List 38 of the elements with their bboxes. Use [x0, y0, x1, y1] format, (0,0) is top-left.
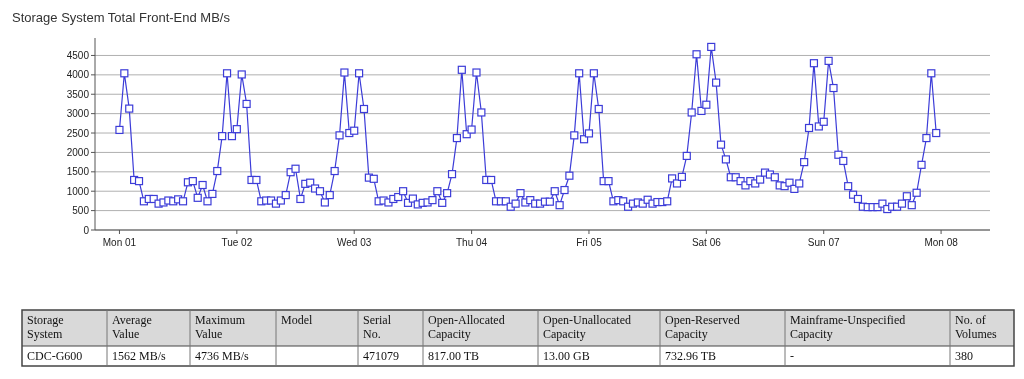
text: CDC-G600	[27, 349, 83, 363]
chart-title: Storage System Total Front-End MB/s	[12, 10, 231, 25]
y-tick-label: 4000	[66, 69, 90, 81]
x-tick-label: Sun 07	[807, 237, 840, 248]
category-label: Open-Allocated Capacity	[428, 313, 505, 341]
text: 13.00 GB	[543, 349, 590, 363]
x-tick-label: Thu 04	[456, 237, 488, 248]
y-tick-label: 3000	[66, 108, 90, 120]
text: -	[790, 349, 794, 363]
category-label: Mainframe-Unspecified Capacity	[790, 313, 906, 341]
text: 1562 MB/s	[112, 349, 167, 363]
y-tick-label: 1500	[66, 166, 90, 178]
x-tick-label: Sat 06	[691, 237, 722, 248]
category-label: Serial No.	[363, 313, 392, 341]
y-tick-label: 3500	[66, 88, 90, 100]
text: 471079	[363, 349, 399, 363]
category-label: Model	[281, 313, 313, 327]
category-label: Open-Unallocated Capacity	[543, 313, 631, 341]
text: 4736 MB/s	[195, 349, 250, 363]
x-tick-label: Mon 01	[102, 237, 137, 248]
text: 817.00 TB	[428, 349, 480, 363]
x-tick-label: Tue 02	[221, 237, 253, 248]
text: 732.96 TB	[665, 349, 717, 363]
text: 380	[955, 349, 973, 363]
category-label: Maximum Value	[195, 313, 246, 341]
x-tick-label: Wed 03	[337, 237, 372, 248]
y-tick-label: 0	[83, 224, 90, 236]
category-label: No. of Volumes	[955, 313, 998, 341]
y-tick-label: 1000	[66, 185, 90, 197]
y-tick-label: 2000	[66, 146, 90, 158]
x-tick-label: Fri 05	[576, 237, 603, 248]
x-tick-label: Mon 08	[924, 237, 959, 248]
category-label: Average Value	[112, 313, 152, 341]
category-label: Storage System	[27, 313, 64, 341]
y-tick-label: 2500	[66, 127, 90, 139]
y-tick-label: 500	[72, 205, 90, 217]
y-tick-label: 4500	[66, 49, 90, 61]
category-label: Open-Reserved Capacity	[665, 313, 740, 341]
